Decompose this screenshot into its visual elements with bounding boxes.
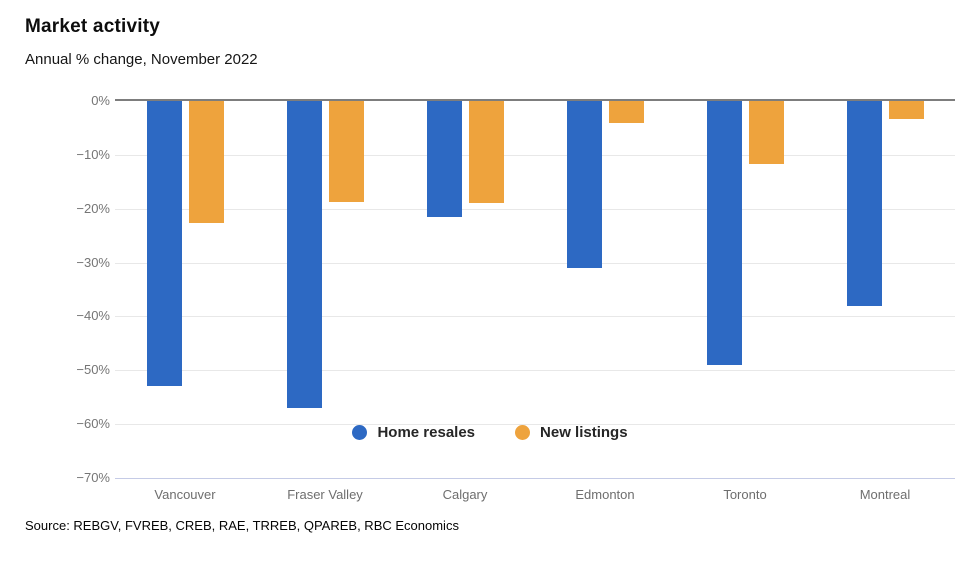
- legend-label-home-resales: Home resales: [377, 423, 476, 441]
- bar-home-resales-vancouver: [146, 101, 182, 387]
- x-axis-label-toronto: Toronto: [723, 487, 767, 502]
- y-axis-tick-label: −10%: [76, 146, 110, 162]
- y-axis-tick-label: −30%: [76, 254, 110, 270]
- x-axis-label-edmonton: Edmonton: [575, 487, 635, 502]
- chart-legend: Home resales New listings: [0, 418, 980, 446]
- source-note: Source: REBGV, FVREB, CREB, RAE, TRREB, …: [25, 518, 459, 533]
- plot-area: 0% −10% −20% −30% −40% −50% −60% −70% Vancouver F…: [76, 93, 955, 502]
- x-axis-label-fraser-valley: Fraser Valley: [287, 487, 363, 502]
- legend-item-home-resales: Home resales: [352, 424, 475, 441]
- x-axis-label-montreal: Montreal: [859, 487, 911, 502]
- bar-home-resales-toronto: [706, 101, 742, 365]
- legend-label-new-listings: New listings: [540, 423, 628, 441]
- gridline: [115, 154, 955, 156]
- zero-axis-line: [115, 99, 955, 101]
- gridline: [115, 424, 955, 426]
- bar-new-listings-vancouver: [188, 101, 224, 224]
- y-axis-tick-label: −40%: [76, 308, 110, 324]
- bar-home-resales-calgary: [426, 101, 462, 217]
- bar-home-resales-fraser-valley: [286, 101, 322, 408]
- home-resales-swatch-icon: [352, 424, 368, 440]
- bar-new-listings-calgary: [468, 101, 504, 204]
- gridline: [115, 478, 955, 479]
- bar-home-resales-montreal: [846, 101, 882, 306]
- y-axis-tick-label: −60%: [76, 416, 110, 432]
- legend-item-new-listings: New listings: [515, 424, 628, 441]
- y-axis-tick-label: 0%: [91, 93, 110, 108]
- gridline: [115, 208, 955, 210]
- y-axis-tick-label: −70%: [76, 470, 110, 485]
- bar-new-listings-montreal: [888, 101, 924, 120]
- new-listings-swatch-icon: [515, 424, 531, 440]
- y-axis-tick-label: −50%: [76, 362, 110, 378]
- gridline: [115, 316, 955, 318]
- bar-new-listings-fraser-valley: [328, 101, 364, 203]
- chart-subtitle: Annual % change, November 2022: [25, 51, 258, 68]
- bar-new-listings-toronto: [748, 101, 784, 164]
- y-axis-tick-label: −20%: [76, 200, 110, 216]
- chart-title: Market activity: [25, 16, 161, 37]
- bar-home-resales-edmonton: [566, 101, 602, 268]
- gridline: [115, 370, 955, 372]
- x-axis-label-calgary: Calgary: [442, 487, 488, 502]
- gridline: [115, 262, 955, 264]
- x-axis-label-vancouver: Vancouver: [154, 487, 216, 502]
- bar-new-listings-edmonton: [608, 101, 644, 123]
